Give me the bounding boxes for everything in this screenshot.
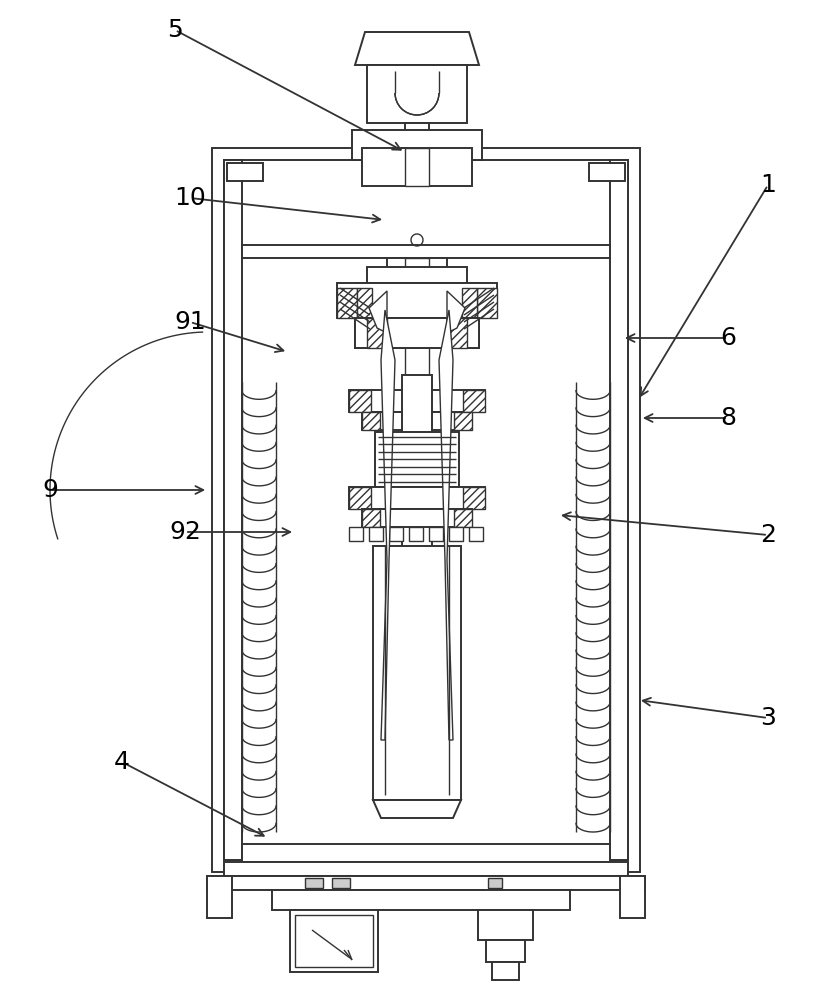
Polygon shape [381, 310, 395, 740]
Bar [295, 915, 373, 967]
Bar [469, 527, 483, 541]
Bar [449, 527, 463, 541]
Bar [463, 390, 485, 412]
Bar [290, 910, 378, 972]
Bar [272, 890, 570, 910]
Bar [349, 527, 363, 541]
Bar [207, 876, 645, 890]
Bar [447, 318, 467, 348]
Bar [242, 245, 610, 258]
Polygon shape [447, 291, 465, 333]
Bar [488, 878, 502, 888]
Text: 3: 3 [760, 706, 776, 730]
Bar [492, 962, 519, 980]
Text: 10: 10 [175, 186, 206, 210]
Bar [355, 283, 479, 348]
Bar [227, 163, 263, 181]
Polygon shape [369, 291, 387, 333]
Bar [409, 527, 423, 541]
Bar [352, 130, 482, 160]
Polygon shape [355, 32, 479, 65]
Bar [349, 487, 371, 509]
Bar [462, 288, 477, 318]
Bar [402, 375, 432, 605]
Bar [362, 412, 380, 430]
Bar [454, 509, 472, 527]
Bar [224, 160, 242, 860]
Bar [429, 527, 443, 541]
Bar [375, 432, 459, 487]
Bar [337, 288, 357, 318]
Text: 8: 8 [720, 406, 736, 430]
Bar [242, 844, 610, 862]
Bar [367, 318, 387, 348]
Bar [224, 160, 628, 860]
Bar [362, 509, 472, 527]
Text: 4: 4 [114, 750, 130, 774]
Bar [362, 412, 472, 430]
Bar [620, 876, 645, 918]
Bar [369, 527, 383, 541]
Bar [373, 546, 461, 800]
Bar [224, 862, 628, 876]
Bar [589, 163, 625, 181]
Bar [367, 65, 467, 123]
Bar [332, 878, 350, 888]
Polygon shape [439, 310, 453, 740]
Bar [463, 487, 485, 509]
Text: 9: 9 [42, 478, 58, 502]
Bar [367, 267, 467, 283]
Bar [362, 509, 380, 527]
Text: 2: 2 [760, 523, 776, 547]
Bar [389, 527, 403, 541]
Text: 5: 5 [167, 18, 183, 42]
Bar [349, 390, 371, 412]
Bar [355, 318, 479, 348]
Bar [477, 288, 497, 318]
Text: 6: 6 [720, 326, 736, 350]
Bar [405, 148, 429, 186]
Bar [454, 412, 472, 430]
Bar [207, 876, 232, 918]
Bar [305, 878, 323, 888]
Bar [337, 283, 497, 318]
Bar [212, 148, 640, 872]
Polygon shape [373, 800, 461, 818]
Bar [357, 288, 372, 318]
Text: 1: 1 [760, 173, 776, 197]
Bar [349, 390, 485, 412]
Bar [405, 123, 429, 153]
Text: 91: 91 [175, 310, 206, 334]
Bar [387, 258, 447, 395]
Bar [486, 940, 525, 962]
Text: 92: 92 [169, 520, 201, 544]
Bar [349, 487, 485, 509]
Bar [405, 258, 429, 395]
Bar [478, 910, 533, 940]
Bar [610, 160, 628, 860]
Bar [362, 148, 472, 186]
